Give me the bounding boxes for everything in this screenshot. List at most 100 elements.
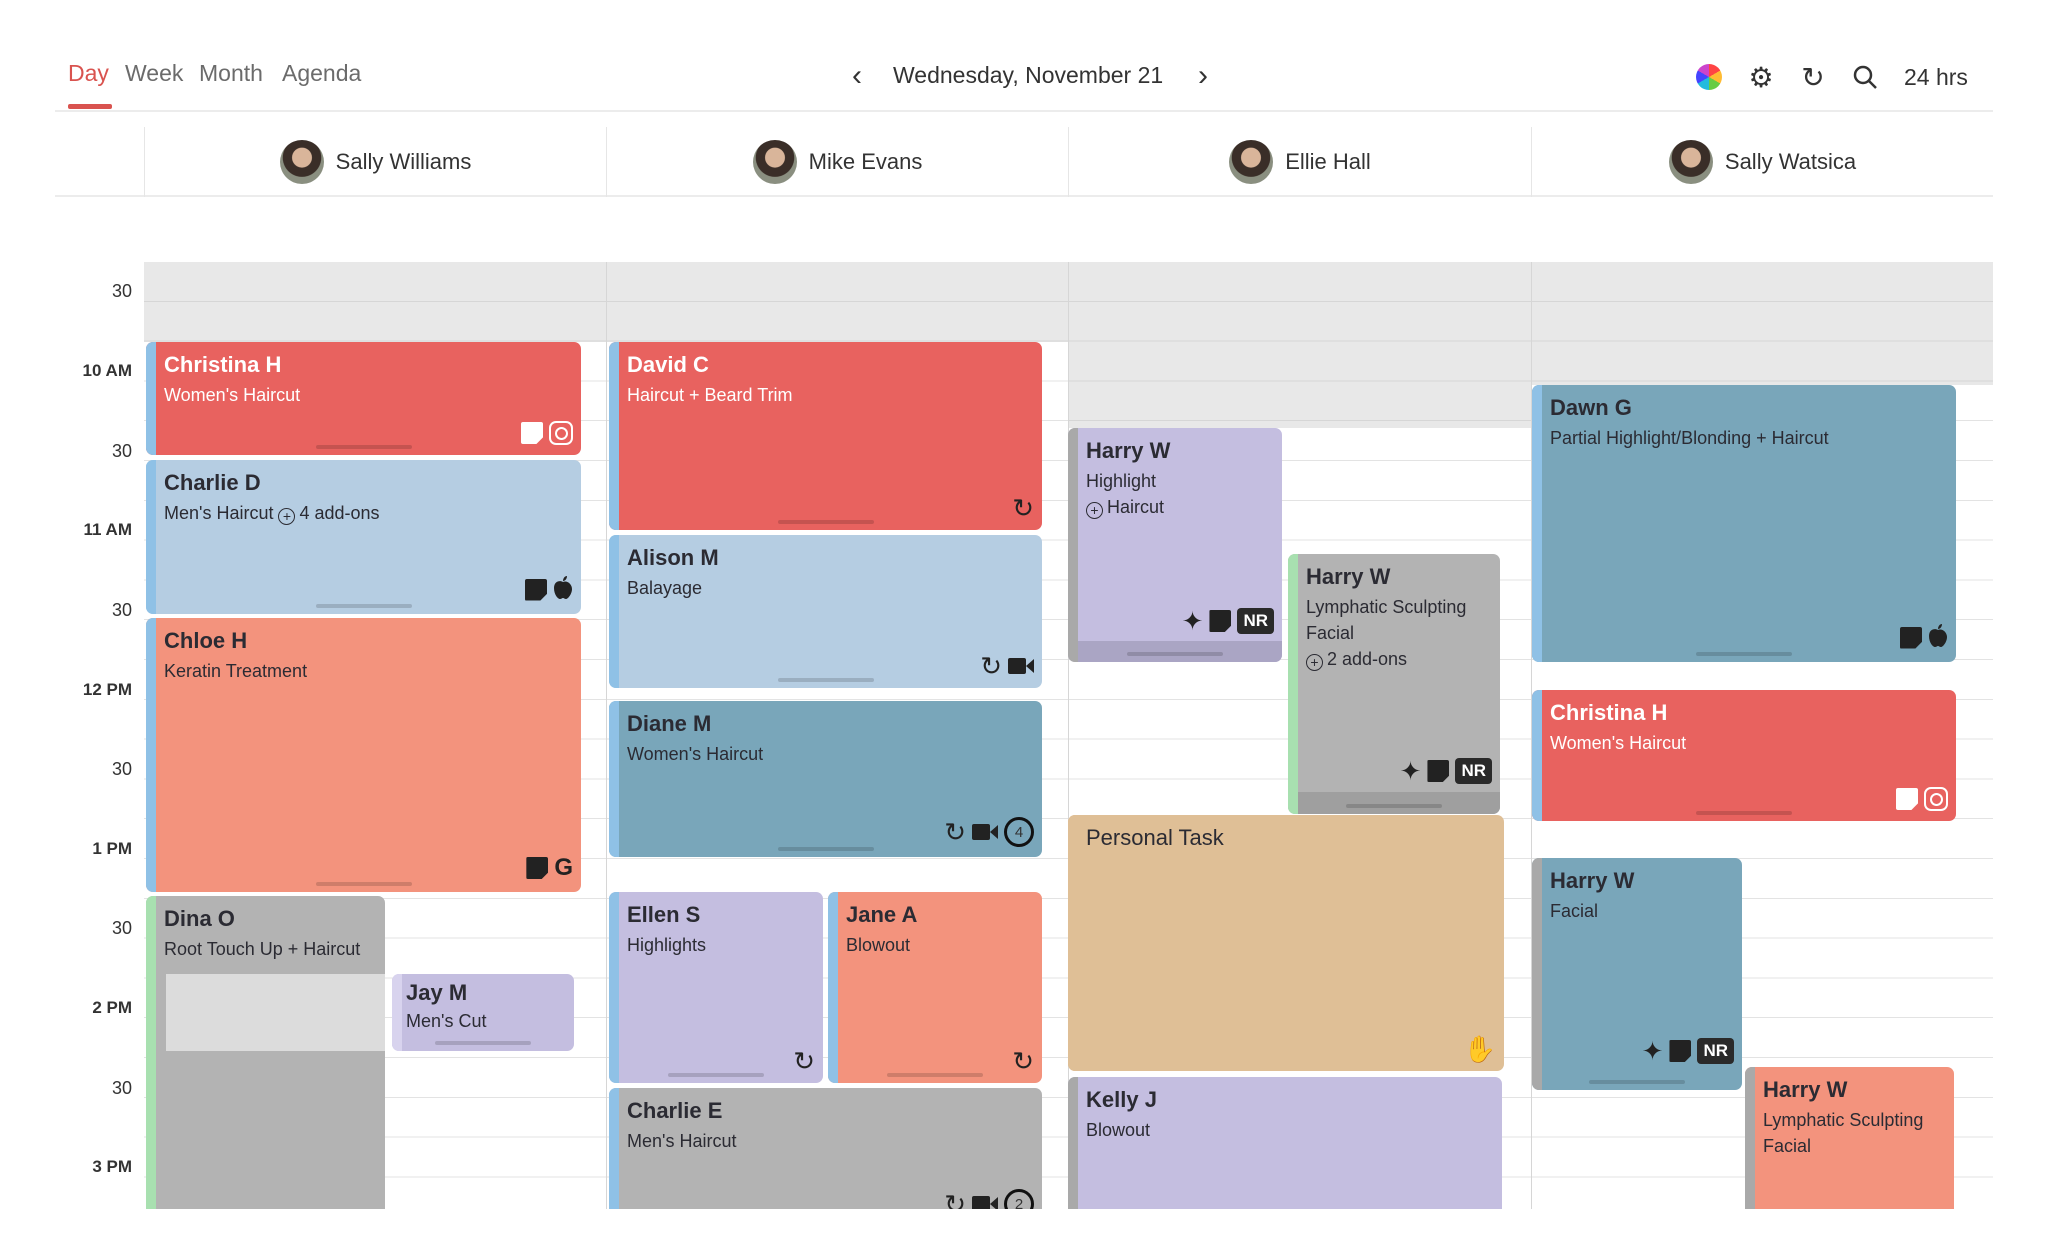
appointment-icons: ✦ NR xyxy=(1400,758,1492,784)
appointment-icons: ↻ xyxy=(980,653,1034,679)
staff-header-mike-evans[interactable]: Mike Evans xyxy=(606,127,1068,197)
hours-toggle[interactable]: 24 hrs xyxy=(1904,64,1968,90)
processing-time-block xyxy=(166,974,385,1051)
client-name: Dawn G xyxy=(1550,395,1632,420)
appointment-card[interactable]: Chloe H Keratin Treatment G xyxy=(146,618,581,892)
client-name: Alison M xyxy=(627,545,719,570)
sparkle-icon: ✦ xyxy=(1181,606,1204,636)
staff-name: Mike Evans xyxy=(808,149,923,174)
appointment-icons: ↻ xyxy=(1012,495,1034,521)
appointment-card[interactable]: Alison M Balayage ↻ xyxy=(609,535,1042,688)
video-icon xyxy=(1008,658,1034,674)
task-title: Personal Task xyxy=(1086,825,1224,850)
recurring-icon: ↻ xyxy=(944,817,966,847)
client-name: Dina O xyxy=(164,906,235,931)
unavailable-block xyxy=(1068,262,1531,428)
resize-handle[interactable] xyxy=(1127,652,1223,656)
staff-name: Sally Williams xyxy=(335,149,472,174)
time-label: 3 PM xyxy=(92,1157,132,1176)
client-name: David C xyxy=(627,352,709,377)
service-name: Blowout xyxy=(846,935,911,955)
resize-handle[interactable] xyxy=(1696,652,1792,656)
service-name: Highlights xyxy=(627,935,707,955)
staff-name: Sally Watsica xyxy=(1724,149,1857,174)
time-label: 30 xyxy=(111,600,132,620)
appointment-card[interactable]: Dina O Root Touch Up + Haircut xyxy=(146,896,385,1209)
appointment-icons: G xyxy=(526,854,573,882)
appointment-card[interactable]: Harry W Lymphatic Sculpting Facial xyxy=(1745,1067,1954,1209)
resize-handle[interactable] xyxy=(315,882,412,886)
resize-handle[interactable] xyxy=(1346,804,1442,808)
tab-month[interactable]: Month xyxy=(199,60,263,86)
service-line: Men's Haircut +4 add-ons xyxy=(164,500,571,526)
visit-count-badge: 2 xyxy=(1004,1189,1034,1209)
appointment-icons xyxy=(1896,787,1948,811)
resize-handle[interactable] xyxy=(1696,811,1792,815)
appointment-card[interactable]: Ellen S Highlights ↻ xyxy=(609,892,823,1083)
apple-icon xyxy=(553,575,573,604)
buffer-time-block xyxy=(1298,792,1500,814)
resize-handle[interactable] xyxy=(777,520,874,524)
appointment-icons: ↻ xyxy=(793,1048,815,1074)
hand-icon: ✋ xyxy=(1463,1034,1496,1064)
tab-week[interactable]: Week xyxy=(125,60,184,86)
client-name: Jane A xyxy=(846,902,918,927)
time-label: 30 xyxy=(111,918,132,938)
service-name: Men's Haircut xyxy=(627,1131,737,1151)
client-name: Diane M xyxy=(627,711,712,736)
tab-agenda[interactable]: Agenda xyxy=(282,60,362,86)
new-client-badge: NR xyxy=(1697,1038,1734,1064)
service-name: Facial xyxy=(1550,901,1599,921)
staff-header-sally-williams[interactable]: Sally Williams xyxy=(144,127,606,197)
resize-handle[interactable] xyxy=(435,1041,531,1045)
staff-header-ellie-hall[interactable]: Ellie Hall xyxy=(1068,127,1531,197)
appointment-card[interactable]: Christina H Women's Haircut xyxy=(1532,690,1956,821)
appointment-card[interactable]: Christina H Women's Haircut xyxy=(146,342,581,455)
avatar xyxy=(279,140,324,184)
appointment-card[interactable]: Jay M Men's Cut xyxy=(392,974,574,1051)
appointment-card[interactable]: Charlie E Men's Haircut ↻ 2 xyxy=(609,1088,1042,1209)
appointment-card[interactable]: David C Haircut + Beard Trim ↻ xyxy=(609,342,1042,530)
note-icon xyxy=(521,422,543,444)
resize-handle[interactable] xyxy=(1589,1080,1685,1084)
note-icon xyxy=(525,578,547,601)
prev-day-chevron-icon[interactable]: ‹ xyxy=(852,59,862,92)
staff-header-sally-watsica[interactable]: Sally Watsica xyxy=(1531,127,1993,197)
appointment-icons xyxy=(521,421,573,445)
appointment-card[interactable]: Dawn G Partial Highlight/Blonding + Hair… xyxy=(1532,385,1956,662)
appointment-card[interactable]: Jane A Blowout ↻ xyxy=(828,892,1042,1083)
appointment-card[interactable]: Kelly J Blowout xyxy=(1068,1077,1502,1209)
resize-handle[interactable] xyxy=(315,604,412,608)
appointment-card[interactable]: Diane M Women's Haircut ↻ 4 xyxy=(609,701,1042,857)
service-name: Women's Haircut xyxy=(164,385,301,405)
gear-icon[interactable]: ⚙ xyxy=(1748,61,1774,93)
resize-handle[interactable] xyxy=(887,1073,983,1077)
instagram-icon xyxy=(549,421,573,445)
next-day-chevron-icon[interactable]: › xyxy=(1198,59,1208,92)
appointment-card[interactable]: Charlie D Men's Haircut +4 add-ons xyxy=(146,460,581,614)
search-icon[interactable] xyxy=(1850,62,1880,92)
client-name: Harry W xyxy=(1306,564,1391,589)
time-label: 30 xyxy=(111,441,132,461)
resize-handle[interactable] xyxy=(777,847,874,851)
avatar xyxy=(752,140,797,184)
refresh-icon[interactable]: ↻ xyxy=(1801,61,1825,93)
resize-handle[interactable] xyxy=(777,678,874,682)
client-name: Harry W xyxy=(1550,868,1635,893)
appointment-card[interactable]: Harry W Highlight + Haircut ✦ NR xyxy=(1068,428,1282,662)
color-wheel-icon[interactable] xyxy=(1694,62,1724,92)
addon-label: Haircut xyxy=(1107,497,1165,517)
appointment-icons: ✦ NR xyxy=(1642,1038,1734,1064)
tab-day[interactable]: Day xyxy=(68,60,109,86)
service-name: Balayage xyxy=(627,578,703,598)
avatar xyxy=(1668,140,1713,184)
appointment-card[interactable]: Harry W Lymphatic Sculpting Facial +2 ad… xyxy=(1288,554,1500,814)
appointment-card[interactable]: Harry W Facial ✦ NR xyxy=(1532,858,1742,1090)
resize-handle[interactable] xyxy=(315,445,412,449)
time-label: 1 PM xyxy=(92,839,132,858)
time-label: 30 xyxy=(111,1078,132,1098)
note-icon xyxy=(1669,1040,1692,1062)
time-label: 12 PM xyxy=(82,680,132,699)
resize-handle[interactable] xyxy=(668,1073,764,1077)
personal-task-card[interactable]: Personal Task ✋ xyxy=(1068,815,1504,1071)
